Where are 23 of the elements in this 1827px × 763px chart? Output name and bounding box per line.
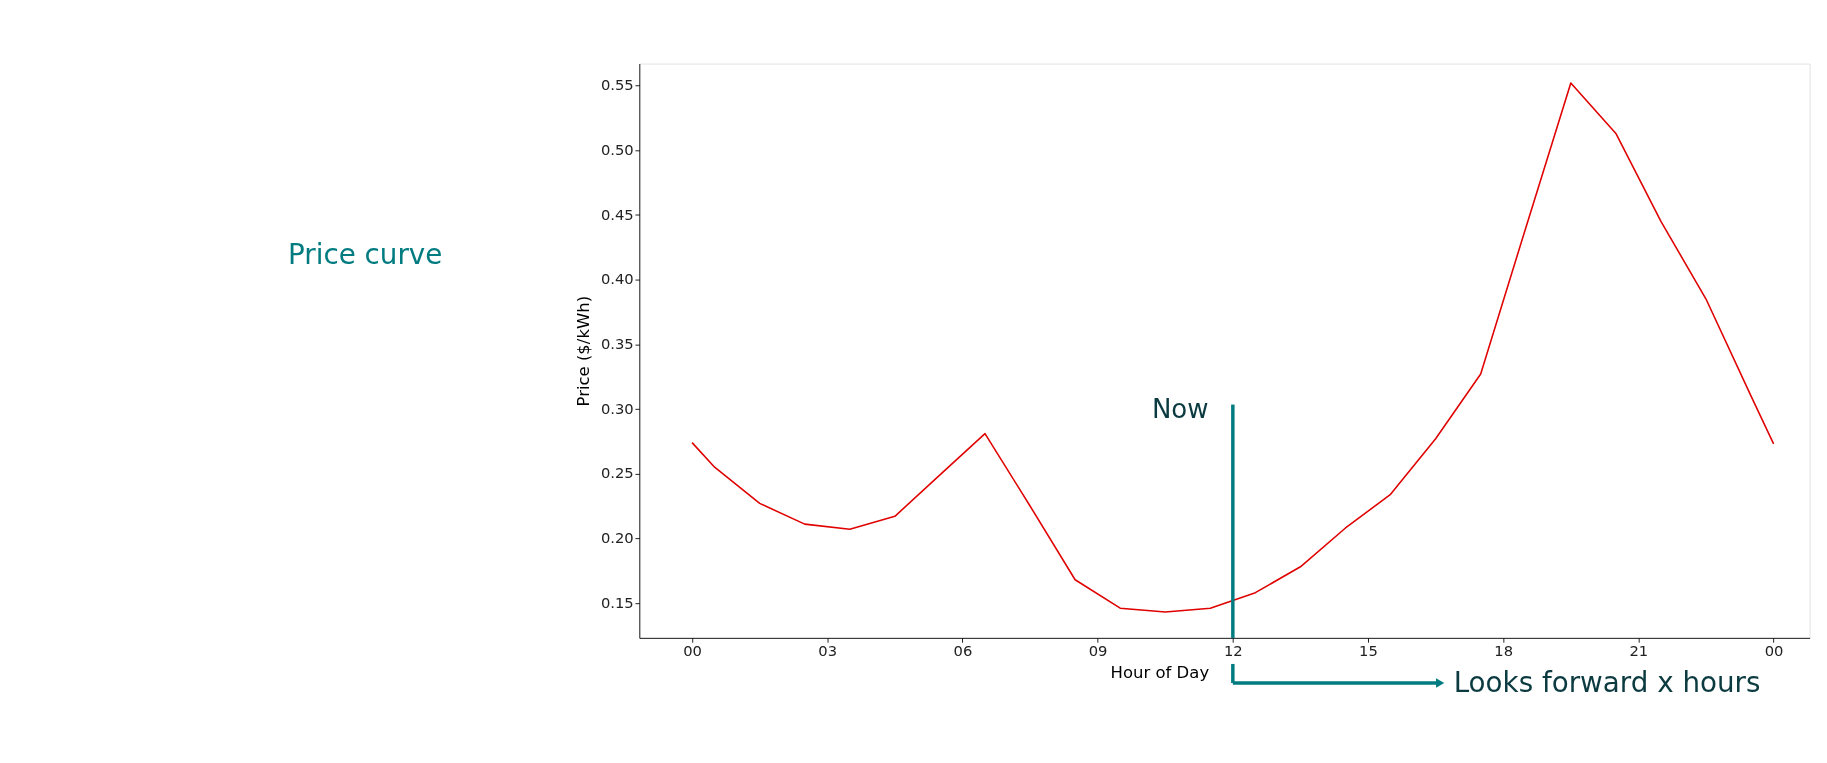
x-tick-label: 09: [1088, 641, 1108, 659]
y-tick-label: 0.30: [600, 399, 634, 417]
y-tick-label: 0.35: [600, 335, 634, 353]
x-tick-label: 00: [683, 641, 702, 659]
x-tick-label: 12: [1223, 641, 1243, 659]
y-tick-label: 0.45: [600, 205, 634, 223]
x-tick-label: 03: [818, 641, 838, 659]
x-tick-label: 06: [953, 641, 973, 659]
y-tick-label: 0.25: [600, 464, 634, 482]
x-tick-label: 18: [1494, 641, 1514, 659]
y-tick-label: 0.40: [600, 270, 634, 288]
y-tick-label: 0.15: [600, 593, 634, 611]
x-tick-label: 15: [1359, 641, 1378, 659]
x-tick-label: 21: [1629, 641, 1649, 659]
y-tick-label: 0.50: [600, 141, 634, 159]
x-axis-title: Hour of Day: [1110, 663, 1210, 683]
text: Looks forward x hours: [1453, 665, 1761, 699]
text: Price curve: [288, 238, 443, 272]
ref-line-label: Now: [1151, 394, 1209, 425]
y-tick-label: 0.20: [600, 529, 634, 547]
y-axis-title: Price ($/kWh): [573, 295, 593, 407]
y-tick-label: 0.55: [600, 76, 634, 94]
x-tick-label: 00: [1764, 641, 1784, 659]
